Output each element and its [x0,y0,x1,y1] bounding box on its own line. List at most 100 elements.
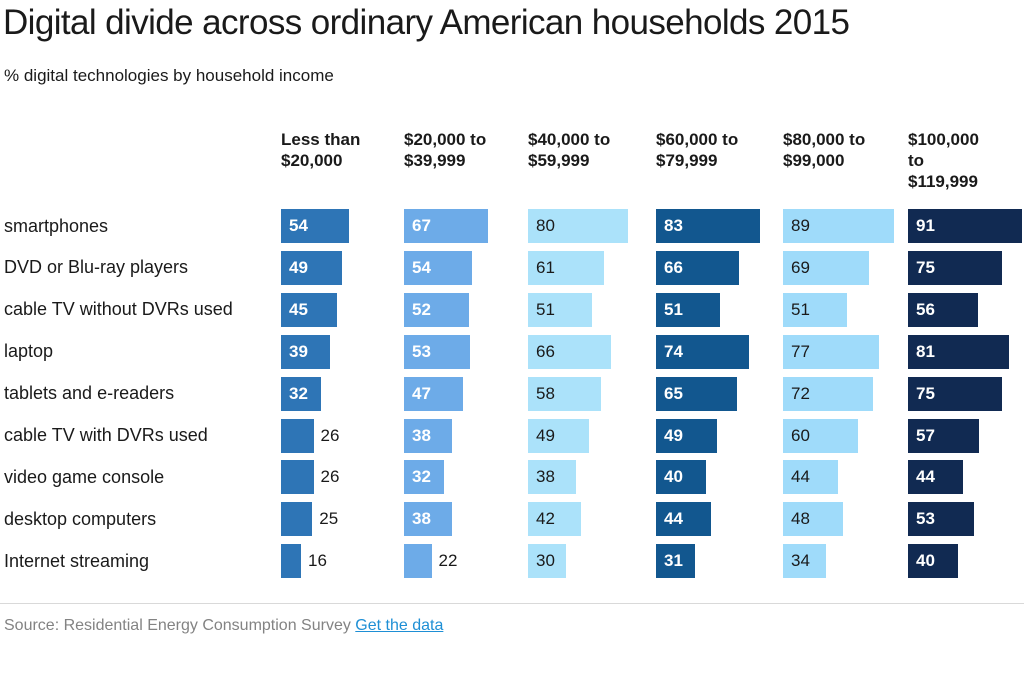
row-label: DVD or Blu-ray players [4,257,189,278]
bar: 38 [528,460,576,495]
bar-value-label: 44 [791,467,810,487]
bar-value-label: 74 [664,341,683,361]
bar-value-label: 72 [791,383,810,403]
bar-value-label: 48 [791,509,810,529]
bar-value-label: 51 [664,299,683,319]
bar: 66 [528,334,611,369]
bar-value-label: 54 [289,216,308,235]
bar: 61 [528,250,605,285]
bar-value-label: 66 [536,341,555,361]
source-line: Source: Residential Energy Consumption S… [4,617,443,635]
source-text: Source: Residential Energy Consumption S… [4,617,351,634]
bar: 54 [404,250,472,285]
column-header-line: $40,000 to [528,130,611,149]
bar-value-label: 83 [664,216,683,235]
footer-divider [0,603,1024,604]
bar-value-label: 34 [791,551,810,571]
bar-value-label: 81 [916,341,935,361]
column-header-line: $20,000 [281,151,343,170]
bar: 66 [656,250,739,285]
bar-value-label: 56 [916,299,935,319]
column-header-line: $20,000 to [404,130,487,149]
bar-value-label: 89 [791,216,810,235]
bar-value-label: 40 [916,551,935,571]
get-the-data-link[interactable]: Get the data [355,617,444,634]
bar: 49 [656,418,718,453]
bar-value-label: 25 [319,509,339,529]
bar: 75 [908,376,1002,411]
bar: 42 [528,502,581,537]
column-header-line: $99,000 [783,151,845,170]
bar-value-label: 38 [536,467,555,487]
bar-value-label: 49 [289,257,308,277]
row-label: smartphones [4,215,109,236]
bar: 58 [528,376,601,411]
bar: 83 [656,209,760,243]
row-label: tablets and e-readers [4,383,175,404]
column-header-line: $79,999 [656,151,718,170]
bar-value-label: 52 [412,299,431,319]
bar: 77 [783,334,880,369]
bar: 30 [528,544,566,579]
bar-value-label: 65 [664,383,683,403]
bar-value-label: 61 [536,257,555,277]
bar: 48 [783,502,843,537]
bar: 81 [908,334,1010,369]
column-header-line: $60,000 to [656,130,739,149]
bar-value-label: 30 [536,551,555,571]
row-label: cable TV without DVRs used [4,299,233,320]
bar-value-label: 58 [536,383,555,403]
bar: 25 [281,502,338,537]
bar: 44 [656,502,711,537]
bar: 65 [656,376,738,411]
bar-value-label: 80 [536,216,555,235]
bar: 51 [656,292,720,327]
bar: 44 [783,460,838,495]
column-header-line: $119,999 [908,172,978,191]
bar-value-label: 44 [916,467,935,487]
bar-value-label: 53 [916,509,935,529]
chart-title: Digital divide across ordinary American … [3,3,850,42]
column-header-line: to [908,151,925,170]
bar-value-label: 47 [412,383,431,403]
bar-value-label: 66 [664,257,683,277]
bar: 56 [908,292,978,327]
column-header-line: $39,999 [404,151,466,170]
bar: 26 [281,460,339,495]
bar-value-label: 51 [791,299,810,319]
row-label: cable TV with DVRs used [4,425,208,445]
bar: 49 [281,250,343,285]
bar-value-label: 75 [916,257,935,277]
bar: 38 [404,418,452,453]
bar: 31 [656,544,695,579]
bar: 80 [528,209,628,243]
bar-value-label: 31 [664,551,683,571]
bar-value-label: 16 [308,551,327,571]
bar: 32 [281,376,321,411]
bar: 49 [528,418,590,453]
bar-value-label: 77 [791,341,810,361]
bar: 54 [281,209,349,243]
bar: 53 [908,502,975,537]
bar: 38 [404,502,452,537]
bar: 47 [404,376,463,411]
bar: 26 [281,418,339,453]
bar-value-label: 39 [289,341,308,361]
row-label: Internet streaming [4,550,150,571]
bar-value-label: 51 [536,299,555,319]
bar-value-label: 54 [412,257,431,277]
bar-value-label: 38 [412,509,431,529]
bar: 16 [281,544,327,579]
column-header: $100,000 to $119,999 [908,129,979,192]
column-header-line: $100,000 [908,130,979,149]
bar-value-label: 32 [289,383,308,403]
bar-value-label: 32 [412,467,431,487]
bar: 51 [783,292,847,327]
bar-value-label: 42 [536,509,555,529]
bar: 44 [908,460,963,495]
bar-value-label: 45 [289,299,308,319]
column-header: $20,000 to $39,999 [404,129,486,171]
bar-value-label: 38 [412,425,431,445]
bar-value-label: 53 [412,341,431,361]
